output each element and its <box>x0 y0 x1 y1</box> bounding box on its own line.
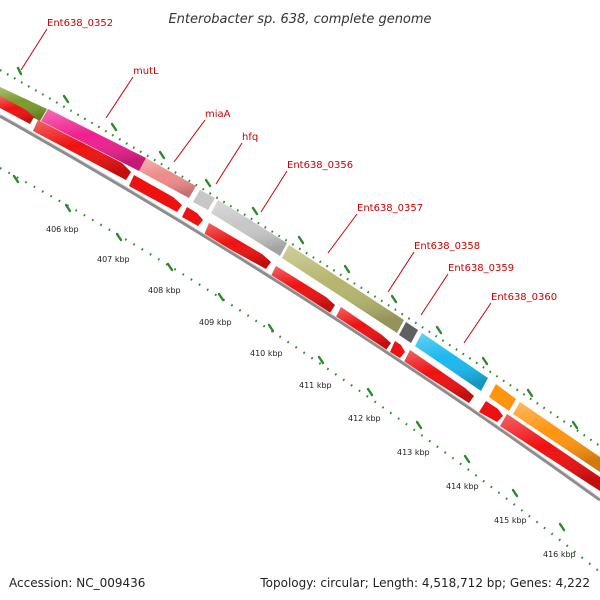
forward-strand-genes <box>0 87 600 472</box>
genome-backbone <box>0 114 600 502</box>
map-title: Enterobacter sp. 638, complete genome <box>168 12 431 27</box>
topology-text: Topology: circular; Length: 4,518,712 bp… <box>260 576 590 590</box>
kbp-label: 414 kbp <box>446 482 479 491</box>
gene-label-leaders <box>20 28 492 344</box>
gene-bar-ent638-0358[interactable] <box>399 322 418 343</box>
leader-line-ent638-0352 <box>20 28 48 71</box>
inner-tick-ring <box>0 167 600 573</box>
gene-label-ent638-0359[interactable]: Ent638_0359 <box>448 263 514 274</box>
cds-arrow[interactable] <box>479 401 503 422</box>
gene-label-miaa[interactable]: miaA <box>205 109 231 120</box>
kbp-label: 406 kbp <box>46 225 79 234</box>
gene-label-hfq[interactable]: hfq <box>242 132 258 143</box>
kbp-label: 408 kbp <box>148 286 181 295</box>
leader-line-miaa <box>173 119 206 163</box>
gene-label-ent638-0352[interactable]: Ent638_0352 <box>47 18 113 29</box>
kbp-label: 410 kbp <box>250 349 283 358</box>
reverse-strand-genes <box>0 96 600 491</box>
gene-bar-hfq[interactable] <box>193 190 215 210</box>
gene-labels: Ent638_0352 mutL miaA hfq Ent638_0356 Ent638_… <box>47 18 557 303</box>
leader-line-ent638-0358 <box>387 251 415 293</box>
kbp-label: 412 kbp <box>348 414 381 423</box>
gene-label-ent638-0357[interactable]: Ent638_0357 <box>357 203 423 214</box>
leader-line-ent638-0359 <box>420 273 449 316</box>
kbp-labels: 406 kbp 407 kbp 408 kbp 409 kbp 410 kbp 411 k… <box>46 225 576 559</box>
outer-tick-ring <box>0 66 600 447</box>
gene-label-ent638-0358[interactable]: Ent638_0358 <box>414 241 480 252</box>
cds-arrow[interactable] <box>129 175 182 212</box>
kbp-label: 416 kbp <box>543 550 576 559</box>
leader-line-ent638-0356 <box>260 170 288 213</box>
leader-line-ent638-0360 <box>463 302 492 344</box>
kbp-label: 409 kbp <box>199 318 232 327</box>
gene-label-ent638-0356[interactable]: Ent638_0356 <box>287 160 353 171</box>
kbp-label: 415 kbp <box>494 516 527 525</box>
gene-label-mutl[interactable]: mutL <box>133 66 159 77</box>
kbp-label: 411 kbp <box>299 381 332 390</box>
kbp-label: 413 kbp <box>397 448 430 457</box>
cds-arrow[interactable] <box>182 207 203 226</box>
leader-line-hfq <box>215 142 243 185</box>
gene-label-ent638-0360[interactable]: Ent638_0360 <box>491 292 557 303</box>
cds-arrow[interactable] <box>390 341 405 358</box>
kbp-label: 407 kbp <box>97 255 130 264</box>
leader-line-ent638-0357 <box>327 213 358 254</box>
accession-text: Accession: NC_009436 <box>9 576 146 590</box>
leader-line-mutl <box>105 76 134 119</box>
gene-bar-ent638-0360-a[interactable] <box>489 384 516 411</box>
